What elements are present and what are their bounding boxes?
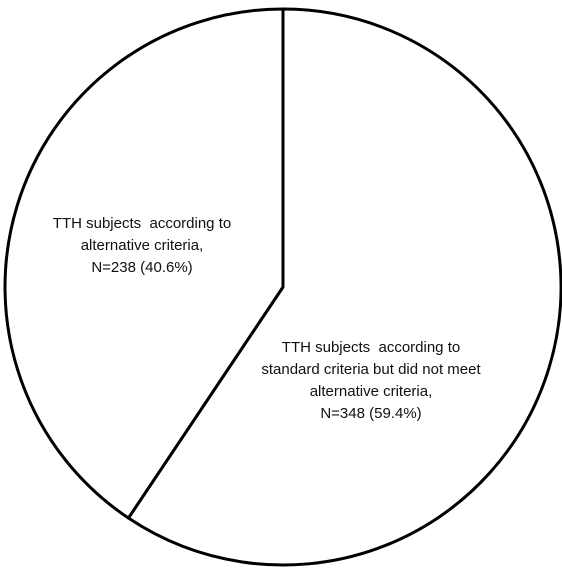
pie-slice-label-2: TTH subjects according to alternative cri… [53, 215, 231, 276]
pie-slice-2 [3, 7, 285, 520]
pie-slice-1 [126, 7, 562, 567]
pie-labels: TTH subjects according to standard criter… [53, 215, 482, 422]
pie-slice-label-line: TTH subjects according to [53, 215, 231, 232]
pie-slice-label-line: alternative criteria, [81, 237, 204, 254]
pie-slice-label-line: alternative criteria, [310, 383, 433, 400]
pie-slice-label-line: N=348 (59.4%) [320, 405, 421, 422]
pie-slice-label-line: TTH subjects according to [282, 339, 460, 356]
pie-slice-label-line: standard criteria but did not meet [261, 361, 481, 378]
pie-slice-label-1: TTH subjects according to standard criter… [261, 339, 481, 422]
pie-slices [3, 7, 562, 567]
pie-slice-label-line: N=238 (40.6%) [91, 259, 192, 276]
